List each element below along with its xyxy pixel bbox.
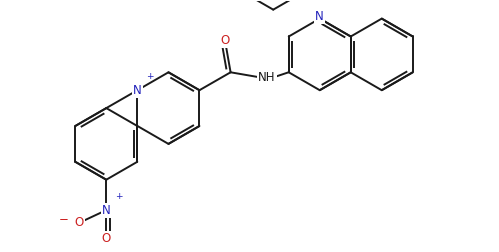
Text: N: N: [133, 84, 142, 97]
Text: +: +: [115, 192, 123, 201]
Text: NH: NH: [258, 71, 276, 84]
Text: +: +: [146, 72, 154, 81]
Text: N: N: [315, 10, 324, 23]
Text: N: N: [102, 204, 111, 217]
Text: O: O: [102, 232, 111, 245]
Text: −: −: [59, 213, 69, 226]
Text: O: O: [75, 216, 84, 229]
Text: O: O: [221, 34, 230, 47]
